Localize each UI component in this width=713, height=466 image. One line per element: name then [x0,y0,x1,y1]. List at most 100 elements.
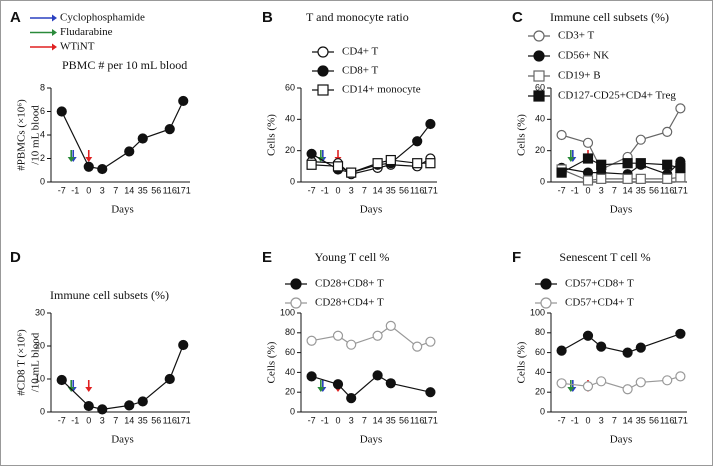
marker [385,320,396,331]
marker [97,163,108,175]
marker [622,173,633,184]
marker [178,339,189,351]
panel-letter: B [262,9,273,26]
legend-marker [533,70,545,82]
treatment-arrow-head [317,387,325,392]
legend-label: CD56+ NK [558,50,609,62]
marker [306,335,317,346]
y-tick-label: 20 [535,387,545,397]
x-tick-label: 3 [100,185,105,195]
marker [622,158,633,169]
x-tick-label: 171 [673,185,688,195]
marker [306,159,317,170]
marker [306,371,317,382]
panel-letter: D [10,249,21,266]
x-tick-label: 3 [349,415,354,425]
treatment-legend-label: WTiNT [60,41,95,53]
x-tick-label: 56 [399,185,409,195]
legend-marker [290,297,302,309]
x-axis-label: Days [360,434,383,446]
x-tick-label: 0 [585,415,590,425]
y-tick-label: 0 [540,406,545,416]
x-tick-label: -1 [321,415,329,425]
marker [662,126,673,137]
y-axis-label: Cells (%) [266,341,278,383]
y-tick-label: 100 [280,307,295,317]
y-tick-label: 0 [290,176,295,186]
marker [346,393,357,404]
x-tick-label: 116 [410,185,424,195]
x-tick-label: 56 [151,415,161,425]
x-tick-label: -1 [71,415,79,425]
marker [385,154,396,166]
marker [412,158,423,169]
x-tick-label: -1 [571,185,579,195]
marker [83,400,94,412]
y-tick-label: 60 [285,347,295,357]
marker [675,103,686,114]
y-tick-label: 10 [35,373,45,383]
x-tick-label: 14 [124,185,134,195]
y-tick-label: 80 [535,327,545,337]
x-tick-label: 35 [386,185,396,195]
marker [596,341,607,352]
marker [582,175,594,186]
marker [556,345,567,356]
panel-letter: E [262,249,272,266]
legend-label: CD57+CD8+ T [565,278,634,290]
x-tick-label: 116 [660,185,674,195]
legend-marker [533,90,545,102]
x-tick-label: 7 [113,415,118,425]
y-axis-label: #CD8 T (×10⁶) [16,329,28,396]
marker [164,124,175,135]
legend-label: CD14+ monocyte [342,84,421,96]
y-tick-label: 40 [285,114,295,124]
y-tick-label: 60 [285,82,295,92]
marker [662,375,673,386]
marker [332,379,344,390]
marker [582,381,594,392]
y-tick-label: 100 [530,307,545,317]
x-tick-label: -7 [308,415,316,425]
treatment-arrow-head [85,157,93,162]
y-tick-label: 2 [40,153,45,163]
marker [332,161,344,172]
x-tick-label: 3 [349,185,354,195]
x-tick-label: 3 [599,415,604,425]
marker [124,146,135,157]
x-axis-label: Days [111,204,134,216]
x-tick-label: 171 [176,415,191,425]
marker [83,161,94,172]
marker [346,339,357,350]
legend-marker [533,30,545,42]
x-tick-label: 35 [636,185,646,195]
panel-title: T and monocyte ratio [306,10,409,24]
marker [97,404,108,415]
panel-title: Immune cell subsets (%) [50,288,169,302]
panel-title: Immune cell subsets (%) [550,10,669,24]
marker [662,173,673,184]
marker [306,148,317,159]
x-tick-label: 116 [660,415,674,425]
treatment-arrow-head [567,157,575,162]
x-axis-label: Days [610,204,633,216]
x-tick-label: -7 [58,415,66,425]
marker [372,370,383,381]
x-tick-label: 7 [362,415,367,425]
marker [346,167,357,178]
marker [178,95,189,107]
x-axis-label: Days [610,434,633,446]
x-tick-label: 7 [113,185,118,195]
marker [635,173,646,184]
x-axis-label: Days [360,204,383,216]
marker [596,376,607,387]
x-tick-label: -7 [308,185,316,195]
x-tick-label: 35 [386,415,396,425]
x-tick-label: 116 [163,185,177,195]
marker [635,342,646,353]
y-axis-label: Cells (%) [516,341,528,383]
x-tick-label: 0 [585,185,590,195]
marker [622,384,633,395]
y-tick-label: 30 [35,307,45,317]
